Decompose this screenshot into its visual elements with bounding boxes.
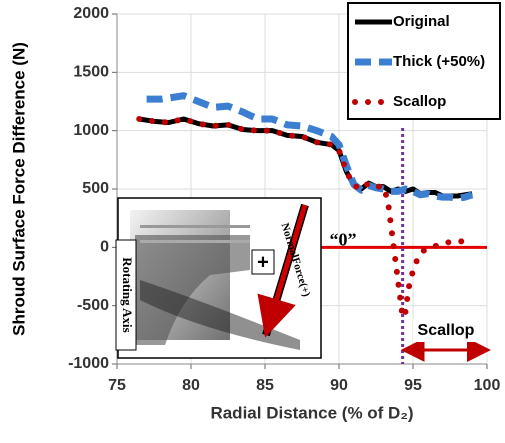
legend: Original Thick (+50%) Scallop bbox=[348, 3, 500, 119]
plus-sign: + bbox=[257, 251, 269, 273]
y-tick-label: 500 bbox=[82, 180, 109, 197]
y-tick-label: 1000 bbox=[73, 122, 109, 139]
x-tick-label: 85 bbox=[256, 377, 274, 394]
x-tick-label: 80 bbox=[182, 377, 200, 394]
zero-annotation: “0” bbox=[330, 229, 357, 249]
legend-label: Original bbox=[393, 13, 450, 30]
y-tick-label: 2000 bbox=[73, 5, 109, 22]
x-axis-label: Radial Distance (% of D₂) bbox=[210, 403, 413, 422]
x-tick-label: 100 bbox=[474, 377, 501, 394]
x-tick-label: 95 bbox=[404, 377, 422, 394]
scallop-annotation: Scallop bbox=[418, 322, 475, 339]
inset-shape bbox=[140, 240, 250, 243]
x-tick-label: 75 bbox=[108, 377, 126, 394]
rotating-axis-label: Rotating Axis bbox=[120, 257, 135, 332]
y-tick-label: -500 bbox=[77, 297, 109, 314]
y-axis-label: Shroud Surface Force Difference (N) bbox=[9, 42, 28, 336]
y-tick-label: -1000 bbox=[68, 355, 109, 372]
legend-label: Scallop bbox=[393, 93, 446, 110]
chart: -1000 -500 0 500 1000 1500 2000 75 80 85 90 95 100 R… bbox=[0, 0, 505, 438]
x-tick-label: 90 bbox=[330, 377, 348, 394]
inset-shape bbox=[140, 225, 250, 228]
y-tick-label: 1500 bbox=[73, 64, 109, 81]
legend-label: Thick (+50%) bbox=[393, 53, 485, 70]
inset-image: Rotating Axis + NormalForce(+) bbox=[116, 198, 321, 358]
y-tick-label: 0 bbox=[100, 239, 109, 256]
